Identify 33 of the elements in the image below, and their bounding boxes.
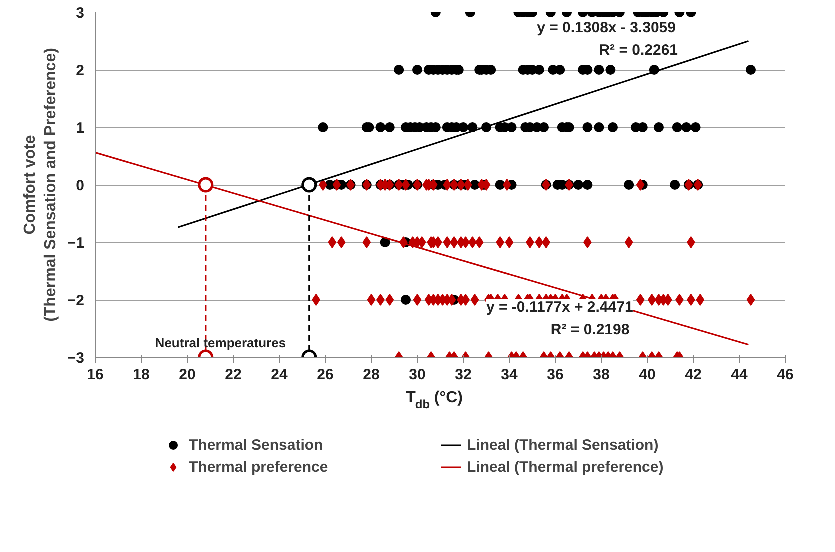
x-tick-label: 24 bbox=[271, 366, 288, 384]
annotation: Neutral temperatures bbox=[155, 336, 286, 351]
y-tick-label: −1 bbox=[67, 235, 85, 252]
x-tick-label: 44 bbox=[731, 366, 748, 384]
x-tick-label: 32 bbox=[455, 366, 472, 384]
y-tick-label: 3 bbox=[76, 5, 84, 22]
x-tick-label: 36 bbox=[547, 366, 564, 384]
x-tick-label: 40 bbox=[639, 366, 656, 384]
legend-label: Thermal preference bbox=[189, 458, 330, 476]
legend-label: Lineal (Thermal preference) bbox=[467, 458, 665, 476]
x-tick-label: 22 bbox=[225, 366, 242, 384]
x-tick-label: 16 bbox=[87, 366, 104, 384]
y-tick-label: 0 bbox=[76, 178, 84, 194]
annotation: R² = 0.2261 bbox=[599, 42, 678, 60]
legend-label: Thermal Sensation bbox=[189, 436, 324, 454]
x-tick-label: 42 bbox=[685, 366, 702, 384]
x-tick-label: 26 bbox=[317, 366, 334, 384]
annotation: y = -0.1177x + 2.4471 bbox=[486, 299, 634, 316]
x-tick-label: 28 bbox=[363, 366, 380, 384]
y-tick-label: 2 bbox=[76, 62, 84, 80]
legend-label: Lineal (Thermal Sensation) bbox=[467, 436, 660, 454]
annotation: y = 0.1308x - 3.3059 bbox=[537, 20, 676, 37]
annotation: R² = 0.2198 bbox=[550, 322, 630, 339]
x-tick-label: 34 bbox=[501, 366, 518, 384]
x-tick-label: 18 bbox=[133, 366, 150, 384]
y-tick-label: −3 bbox=[67, 350, 85, 367]
x-tick-label: 46 bbox=[777, 366, 794, 384]
x-tick-label: 20 bbox=[179, 366, 196, 384]
y-axis-title: Comfort vote (Thermal Sensation and Preference) bbox=[22, 48, 60, 322]
y-tick-label: −2 bbox=[67, 292, 85, 310]
x-tick-label: 38 bbox=[593, 366, 610, 384]
y-tick-label: 1 bbox=[76, 120, 84, 137]
x-tick-label: 30 bbox=[409, 366, 426, 384]
